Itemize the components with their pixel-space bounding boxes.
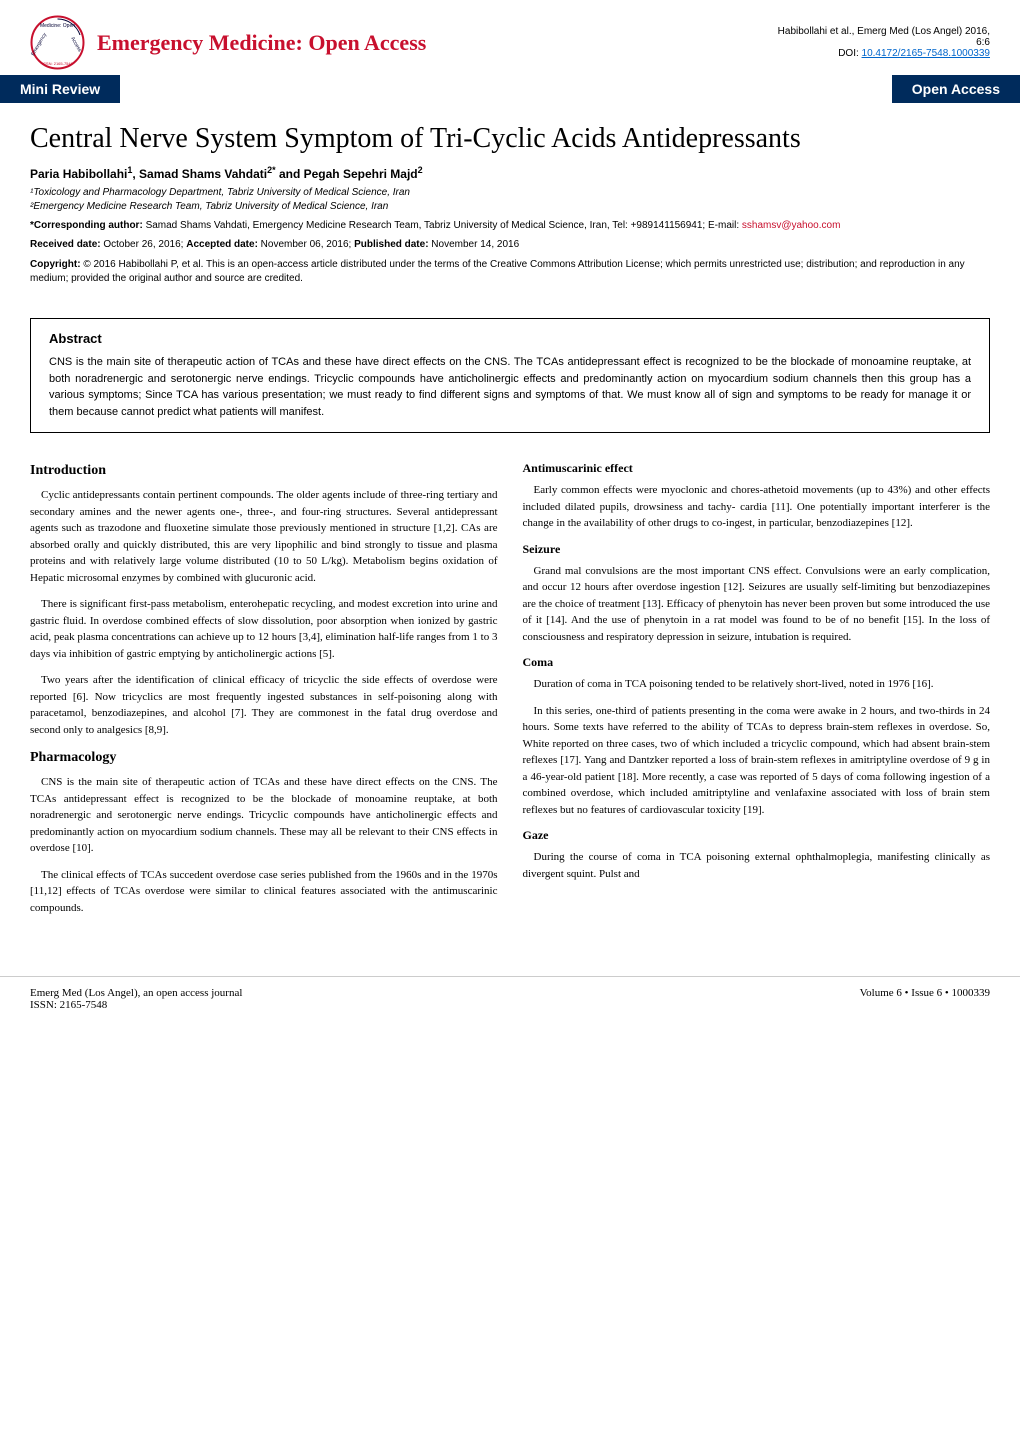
corresponding-text: Samad Shams Vahdati, Emergency Medicine … bbox=[146, 220, 742, 231]
footer-left-line2: ISSN: 2165-7548 bbox=[30, 999, 242, 1011]
body-paragraph: Early common effects were myoclonic and … bbox=[523, 482, 991, 532]
header-row: Medicine: Open Emergency Access ISSN: 21… bbox=[0, 0, 1020, 75]
article-dates: Received date: October 26, 2016; Accepte… bbox=[30, 239, 990, 250]
body-paragraph: In this series, one-third of patients pr… bbox=[523, 703, 991, 819]
affiliation: ¹Toxicology and Pharmacology Department,… bbox=[30, 187, 990, 198]
svg-text:ISSN: 2165-7548: ISSN: 2165-7548 bbox=[42, 61, 73, 66]
doi-link[interactable]: 10.4172/2165-7548.1000339 bbox=[862, 48, 990, 59]
subsection-title: Coma bbox=[523, 655, 991, 670]
citation-box: Habibollahi et al., Emerg Med (Los Angel… bbox=[778, 26, 990, 59]
journal-logo: Medicine: Open Emergency Access ISSN: 21… bbox=[30, 15, 85, 70]
subsection-title: Gaze bbox=[523, 828, 991, 843]
category-bar: Mini Review Open Access bbox=[0, 75, 1020, 103]
article-title: Central Nerve System Symptom of Tri-Cycl… bbox=[30, 123, 990, 155]
bar-spacer bbox=[120, 75, 892, 103]
body-paragraph: Grand mal convulsions are the most impor… bbox=[523, 563, 991, 646]
footer-left: Emerg Med (Los Angel), an open access jo… bbox=[30, 987, 242, 1011]
columns: Introduction Cyclic antidepressants conta… bbox=[30, 451, 990, 926]
footer: Emerg Med (Los Angel), an open access jo… bbox=[0, 976, 1020, 1021]
bar-left: Mini Review bbox=[0, 75, 120, 103]
affiliation: ²Emergency Medicine Research Team, Tabri… bbox=[30, 201, 990, 212]
citation-line2: 6:6 bbox=[778, 37, 990, 48]
footer-left-line1: Emerg Med (Los Angel), an open access jo… bbox=[30, 987, 242, 999]
section-title: Introduction bbox=[30, 463, 498, 479]
copyright: Copyright: © 2016 Habibollahi P, et al. … bbox=[30, 258, 990, 286]
page: Medicine: Open Emergency Access ISSN: 21… bbox=[0, 0, 1020, 1021]
article-body: Introduction Cyclic antidepressants conta… bbox=[0, 451, 1020, 946]
body-paragraph: During the course of coma in TCA poisoni… bbox=[523, 849, 991, 882]
corresponding-prefix: *Corresponding author: bbox=[30, 220, 146, 231]
right-column: Antimuscarinic effect Early common effect… bbox=[523, 451, 991, 926]
corresponding-email[interactable]: sshamsv@yahoo.com bbox=[742, 220, 841, 231]
journal-title: Emergency Medicine: Open Access bbox=[97, 30, 426, 56]
left-column: Introduction Cyclic antidepressants conta… bbox=[30, 451, 498, 926]
abstract-text: CNS is the main site of therapeutic acti… bbox=[49, 354, 971, 420]
subsection-title: Seizure bbox=[523, 542, 991, 557]
body-paragraph: CNS is the main site of therapeutic acti… bbox=[30, 774, 498, 857]
body-paragraph: Cyclic antidepressants contain pertinent… bbox=[30, 487, 498, 586]
doi-label: DOI: bbox=[838, 48, 861, 59]
citation-line1: Habibollahi et al., Emerg Med (Los Angel… bbox=[778, 26, 990, 37]
corresponding-author: *Corresponding author: Samad Shams Vahda… bbox=[30, 220, 990, 231]
footer-right: Volume 6 • Issue 6 • 1000339 bbox=[860, 987, 990, 1011]
body-paragraph: There is significant first-pass metaboli… bbox=[30, 596, 498, 662]
authors: Paria Habibollahi1, Samad Shams Vahdati2… bbox=[30, 165, 990, 181]
citation-doi-row: DOI: 10.4172/2165-7548.1000339 bbox=[778, 48, 990, 59]
svg-text:Medicine: Open: Medicine: Open bbox=[40, 23, 75, 29]
body-paragraph: Duration of coma in TCA poisoning tended… bbox=[523, 676, 991, 693]
body-paragraph: The clinical effects of TCAs succedent o… bbox=[30, 867, 498, 917]
abstract-box: Abstract CNS is the main site of therape… bbox=[30, 318, 990, 433]
article-header: Central Nerve System Symptom of Tri-Cycl… bbox=[0, 103, 1020, 318]
affiliations: ¹Toxicology and Pharmacology Department,… bbox=[30, 187, 990, 212]
subsection-title: Antimuscarinic effect bbox=[523, 461, 991, 476]
abstract-title: Abstract bbox=[49, 331, 971, 346]
bar-right: Open Access bbox=[892, 75, 1020, 103]
body-paragraph: Two years after the identification of cl… bbox=[30, 672, 498, 738]
logo-area: Medicine: Open Emergency Access ISSN: 21… bbox=[30, 15, 426, 70]
section-title: Pharmacology bbox=[30, 750, 498, 766]
